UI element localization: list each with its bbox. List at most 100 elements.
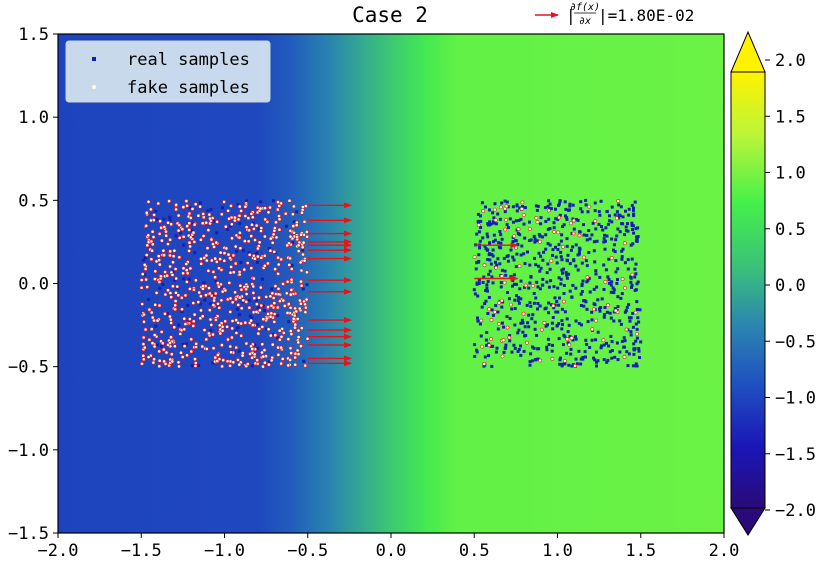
fake-sample-point xyxy=(250,347,255,352)
fake-sample-point xyxy=(293,362,298,367)
fake-sample-point xyxy=(287,262,292,267)
fake-sample-point xyxy=(175,284,180,289)
real-sample-point xyxy=(539,216,543,220)
fake-sample-point xyxy=(204,258,209,263)
real-sample-point xyxy=(503,199,507,203)
fake-sample-point xyxy=(549,258,554,263)
real-sample-point xyxy=(514,239,518,242)
real-sample-point xyxy=(547,311,550,315)
fake-sample-point xyxy=(232,215,237,220)
real-sample-point xyxy=(546,337,550,341)
real-sample-point xyxy=(260,277,264,281)
fake-sample-point xyxy=(256,331,261,336)
real-sample-point xyxy=(560,258,564,262)
real-sample-point xyxy=(499,241,503,245)
real-sample-point xyxy=(548,267,552,271)
fake-sample-point xyxy=(211,303,216,307)
fake-sample-point xyxy=(538,358,543,363)
real-sample-point xyxy=(488,269,492,273)
fake-sample-point xyxy=(233,290,238,295)
real-sample-point xyxy=(553,296,557,300)
real-sample-point xyxy=(565,273,569,277)
fake-sample-point xyxy=(569,336,574,341)
real-sample-point xyxy=(565,244,569,248)
real-sample-point xyxy=(627,352,631,356)
real-sample-point xyxy=(481,236,485,240)
fake-sample-point xyxy=(585,275,590,280)
fake-sample-point xyxy=(242,239,247,244)
real-sample-point xyxy=(594,269,598,273)
fake-sample-point xyxy=(172,248,177,253)
fake-sample-point xyxy=(149,257,154,262)
fake-sample-point xyxy=(141,342,146,347)
fake-sample-point xyxy=(212,244,217,249)
fake-sample-point xyxy=(277,227,282,232)
fake-sample-point xyxy=(182,316,187,321)
real-sample-point xyxy=(593,260,597,264)
fake-sample-point xyxy=(152,357,157,362)
fake-sample-point xyxy=(159,225,164,230)
fake-sample-point xyxy=(273,333,278,338)
real-sample-point xyxy=(160,344,163,348)
fake-sample-point xyxy=(281,330,286,335)
fake-sample-point xyxy=(169,320,174,325)
real-sample-point xyxy=(245,199,249,203)
real-sample-point xyxy=(479,214,482,218)
fake-sample-point xyxy=(242,267,247,272)
fake-sample-point xyxy=(251,276,256,281)
real-sample-point xyxy=(522,222,526,226)
fake-sample-point xyxy=(299,283,304,288)
fake-sample-point xyxy=(620,277,625,281)
fake-sample-point xyxy=(180,307,184,312)
fake-sample-point xyxy=(255,246,260,251)
real-sample-point xyxy=(518,233,522,237)
fake-sample-point xyxy=(519,206,524,211)
fake-sample-point xyxy=(200,314,205,319)
real-sample-point xyxy=(635,300,639,304)
real-sample-point xyxy=(226,227,229,231)
fake-sample-point xyxy=(268,314,273,319)
fake-sample-point xyxy=(590,327,595,332)
real-sample-point xyxy=(612,243,616,247)
fake-sample-point xyxy=(288,234,293,239)
real-sample-point xyxy=(186,303,190,307)
fake-sample-point xyxy=(275,305,280,310)
fake-sample-point xyxy=(146,355,151,359)
real-sample-point xyxy=(635,336,639,340)
fake-sample-point xyxy=(251,284,256,289)
real-sample-point xyxy=(637,349,641,353)
fake-sample-point xyxy=(200,344,205,349)
real-sample-point xyxy=(238,222,242,226)
fake-sample-point xyxy=(171,254,176,259)
fake-sample-point xyxy=(250,355,255,360)
real-sample-point xyxy=(638,308,642,312)
colorbar-tick-label: 0.0 xyxy=(775,276,806,296)
fake-sample-point xyxy=(569,221,573,226)
real-sample-point xyxy=(525,303,529,307)
real-sample-point xyxy=(618,350,622,354)
real-sample-point xyxy=(626,222,629,226)
real-sample-point xyxy=(503,269,507,273)
fake-sample-point xyxy=(623,241,627,246)
real-sample-point xyxy=(540,283,544,287)
real-sample-point xyxy=(489,222,493,226)
real-sample-point xyxy=(607,344,611,348)
fake-sample-point xyxy=(263,206,268,211)
fake-sample-point xyxy=(277,214,281,218)
fake-sample-point xyxy=(481,209,486,213)
real-sample-point xyxy=(577,250,581,254)
fake-sample-point xyxy=(299,344,303,349)
real-sample-point xyxy=(546,204,550,208)
real-sample-point xyxy=(535,280,539,284)
real-sample-point xyxy=(623,261,627,265)
real-sample-point xyxy=(493,202,497,206)
fake-sample-point xyxy=(231,360,236,365)
colorbar-extend-bottom xyxy=(730,507,766,536)
fake-sample-point xyxy=(226,337,230,342)
real-sample-point xyxy=(559,239,563,243)
real-sample-point xyxy=(532,292,536,295)
fake-sample-point xyxy=(206,268,211,273)
real-sample-point xyxy=(609,316,613,320)
fake-sample-point xyxy=(236,357,240,362)
real-sample-point xyxy=(529,352,533,356)
